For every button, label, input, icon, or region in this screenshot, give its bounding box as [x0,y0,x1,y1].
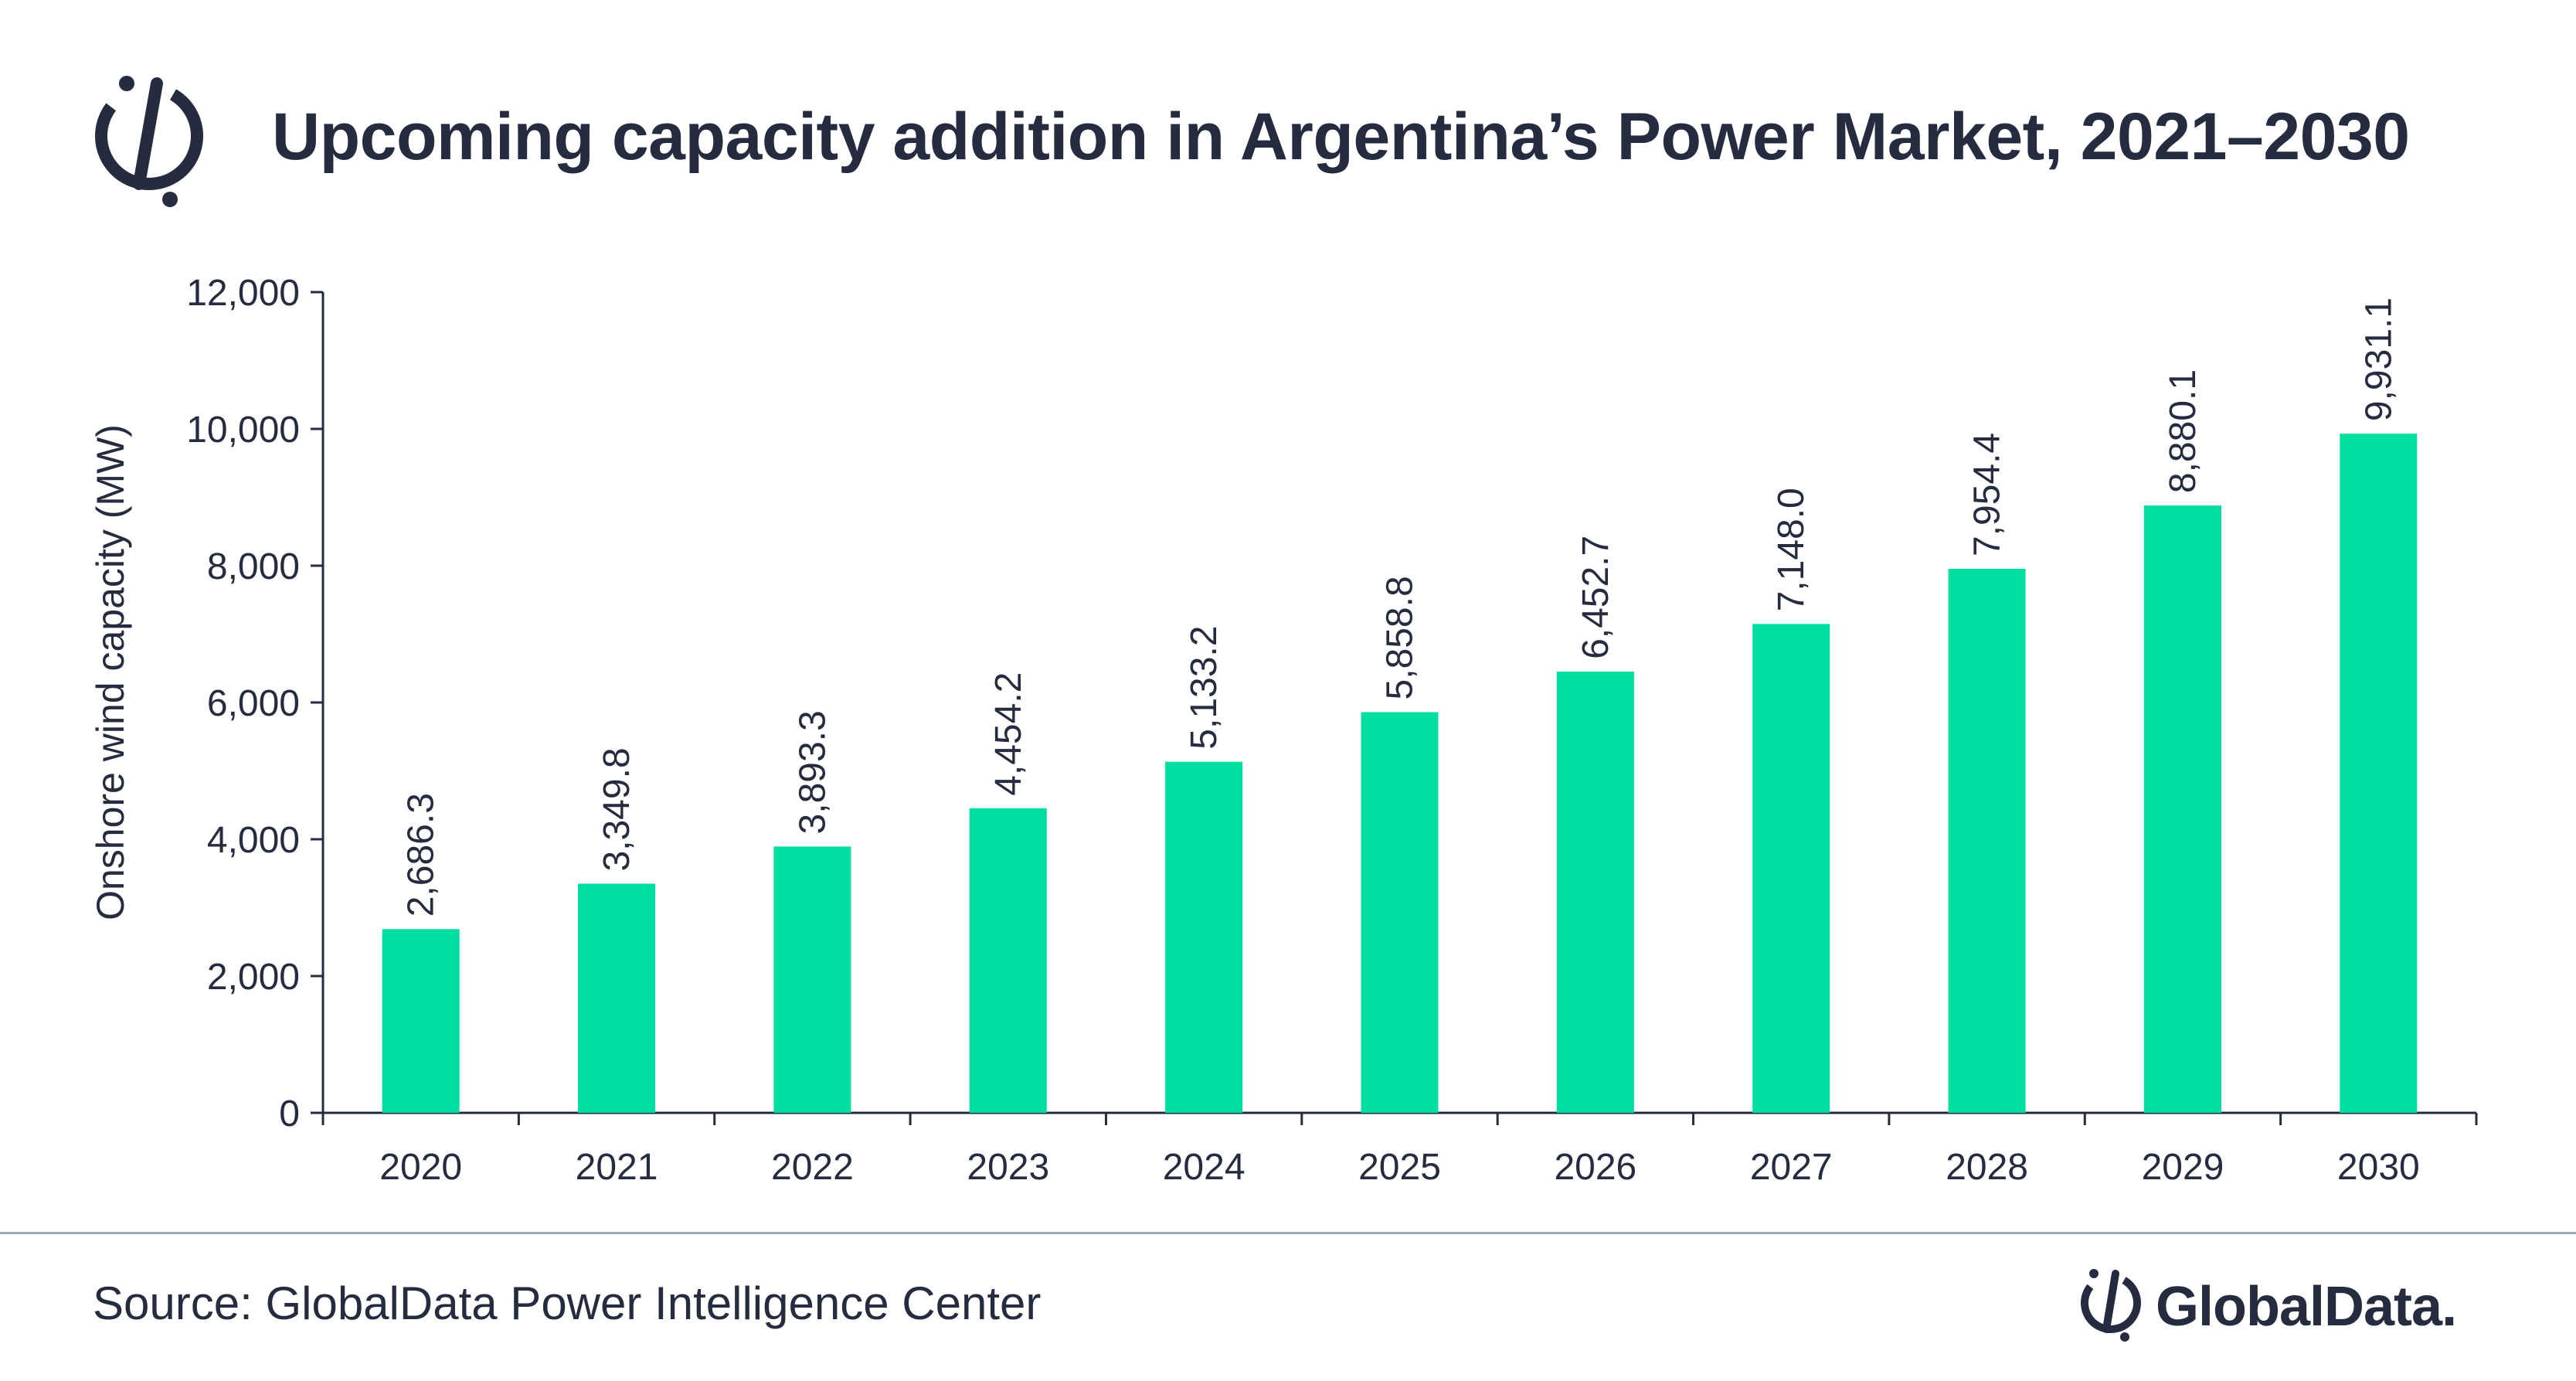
x-tick-label: 2021 [576,1147,658,1188]
y-tick-label: 4,000 [207,820,300,861]
data-label: 9,931.1 [2358,298,2399,421]
globaldata-logo [2081,1269,2141,1342]
x-tick-label: 2028 [1946,1147,2028,1188]
chart-title: Upcoming capacity addition in Argentina’… [272,100,2410,174]
bar [1165,761,1243,1113]
data-label: 2,686.3 [401,793,442,917]
data-label: 5,133.2 [1184,626,1225,750]
data-label: 7,148.0 [1771,488,1812,611]
y-tick-label: 10,000 [186,410,300,451]
x-tick-label: 2027 [1750,1147,1833,1188]
y-tick-label: 8,000 [207,546,300,587]
bar [773,846,851,1113]
y-tick-label: 2,000 [207,957,300,998]
data-labels: 2,686.3 3,349.8 3,893.3 4,454.2 5,133.2 5,858… [401,298,2400,917]
data-label: 5,858.8 [1380,576,1421,699]
brand-name: GlobalData. [2156,1276,2457,1338]
bar [1948,569,2026,1113]
data-label: 3,893.3 [792,710,833,834]
bar [578,883,656,1113]
x-tick-label: 2024 [1163,1147,1246,1188]
x-tick-label: 2030 [2337,1147,2420,1188]
data-label: 4,454.2 [988,672,1029,796]
globaldata-mark-icon [95,76,203,207]
bar [1556,671,1634,1113]
y-tick-label: 6,000 [207,683,300,724]
x-tick-label: 2020 [379,1147,462,1188]
bar [1752,624,1830,1113]
x-tick-label: 2026 [1554,1147,1636,1188]
bar [2340,434,2418,1113]
y-tick-label: 0 [279,1094,300,1134]
source-note: Source: GlobalData Power Intelligence Ce… [93,1277,1042,1329]
x-tick-label: 2023 [967,1147,1049,1188]
bar [969,808,1047,1113]
bar [2143,505,2221,1113]
y-axis-title: Onshore wind capacity (MW) [89,424,132,920]
x-axis: 2020 2021 2022 2023 2024 2025 2026 2027 2028 2029… [321,1111,2478,1188]
x-tick-label: 2029 [2142,1147,2224,1188]
data-label: 7,954.4 [1967,433,2008,556]
data-label: 6,452.7 [1575,536,1616,659]
bar [1361,712,1439,1113]
y-axis: 0 2,000 4,000 6,000 8,000 10,000 12,000 [186,273,325,1134]
x-tick-label: 2025 [1358,1147,1441,1188]
footer-divider [0,1232,2576,1234]
data-label: 3,349.8 [596,747,637,871]
bars [382,434,2418,1113]
y-tick-label: 12,000 [186,273,300,314]
bar [382,929,460,1113]
globaldata-small-mark-icon [2081,1269,2141,1342]
x-tick-label: 2022 [771,1147,854,1188]
data-label: 8,880.1 [2163,369,2204,493]
